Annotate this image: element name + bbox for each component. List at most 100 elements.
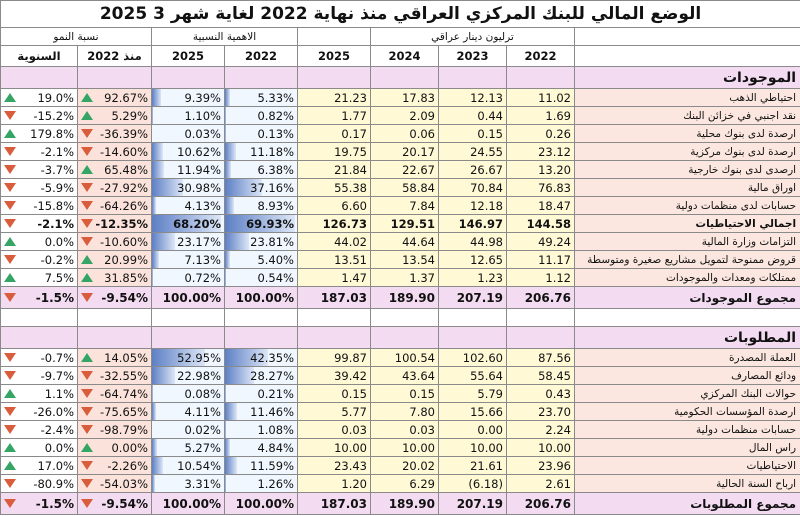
importance-bar: [225, 269, 226, 286]
importance-bar: [152, 439, 158, 456]
value-2022: 0.26: [506, 124, 575, 143]
down-arrow-icon: [81, 219, 93, 228]
table-row: -0.7% 14.05% 52.95% 42.35% 99.87 100.54 102.60…: [0, 348, 800, 367]
since-2022-growth-value: -2.26%: [107, 458, 148, 473]
since-2022-growth-value: -9.54%: [101, 290, 148, 305]
value-2023: 0.00: [438, 420, 507, 439]
value-2022: 58.45: [506, 366, 575, 385]
total-v2022: 206.76: [506, 492, 575, 515]
table-row: 17.0% -2.26% 10.54% 11.59% 23.43 20.02 21.61 23…: [0, 456, 800, 475]
importance-2025: 4.11%: [151, 402, 225, 421]
importance-2025-value: 52.95%: [177, 350, 221, 365]
importance-2025-value: 11.94%: [177, 162, 221, 177]
importance-bar: [225, 251, 231, 268]
since-2022-growth: 5.29%: [77, 106, 152, 125]
table-row: -26.0% -75.65% 4.11% 11.46% 5.77 7.80 15.66 23.…: [0, 402, 800, 421]
total-i2022: 100.00%: [224, 492, 298, 515]
total-v2023: 207.19: [438, 492, 507, 515]
row-label: ارصدى لدى بنوك خارجية: [573, 160, 800, 179]
row-label: العملة المصدرة: [573, 348, 800, 367]
total-i2025: 100.00%: [151, 492, 225, 515]
since-2022-growth-value: -14.60%: [100, 144, 148, 159]
annual-growth: -80.9%: [0, 474, 78, 493]
value-2022: 0.43: [506, 384, 575, 403]
table-row: -80.9% -54.03% 3.31% 1.26% 1.20 6.29 (6.18) 2.6…: [0, 474, 800, 493]
value-2024: 2.09: [370, 106, 439, 125]
importance-2025-value: 22.98%: [177, 368, 221, 383]
importance-2022: 11.59%: [224, 456, 298, 475]
value-2025: 44.02: [297, 232, 371, 251]
value-2023: 44.98: [438, 232, 507, 251]
value-2024: 129.51: [370, 214, 439, 233]
row-label: حسابات منظمات دولية: [573, 420, 800, 439]
since-2022-growth-value: 92.67%: [104, 90, 148, 105]
importance-bar: [225, 457, 237, 474]
importance-2022-value: 0.13%: [257, 126, 294, 141]
since-2022-growth-value: -36.39%: [100, 126, 148, 141]
annual-growth: -15.2%: [0, 106, 78, 125]
importance-2022: 1.08%: [224, 420, 298, 439]
value-2023: 21.61: [438, 456, 507, 475]
importance-2025-value: 10.54%: [177, 458, 221, 473]
since-2022-growth: -75.65%: [77, 402, 152, 421]
since-2022-growth-value: -12.35%: [95, 216, 148, 231]
down-arrow-icon: [81, 479, 93, 488]
importance-2025: 0.02%: [151, 420, 225, 439]
since-2022-growth-value: 5.29%: [111, 108, 148, 123]
annual-growth-value: -2.1%: [40, 144, 74, 159]
value-2024: 58.84: [370, 178, 439, 197]
importance-bar: [152, 89, 162, 106]
down-arrow-icon: [4, 293, 16, 302]
value-2025: 126.73: [297, 214, 371, 233]
down-arrow-icon: [81, 499, 93, 508]
up-arrow-icon: [81, 273, 93, 282]
importance-2022-value: 5.33%: [257, 90, 294, 105]
up-arrow-icon: [4, 443, 16, 452]
value-2022: 1.12: [506, 268, 575, 287]
down-arrow-icon: [81, 425, 93, 434]
importance-2022: 0.82%: [224, 106, 298, 125]
row-label: ودائع المصارف: [573, 366, 800, 385]
table-row: 1.1% -64.74% 0.08% 0.21% 0.15 0.15 5.79 0.43 حوا…: [0, 384, 800, 403]
since-2022-growth-value: 14.05%: [104, 350, 148, 365]
annual-growth-value: -2.1%: [37, 216, 74, 231]
importance-bar: [152, 233, 176, 250]
value-2024: 44.64: [370, 232, 439, 251]
up-arrow-icon: [4, 129, 16, 138]
annual-growth-value: -2.4%: [40, 422, 74, 437]
importance-2022: 42.35%: [224, 348, 298, 367]
annual-growth-value: 19.0%: [37, 90, 74, 105]
header-value-2024: 2024: [370, 45, 439, 67]
annual-growth-value: -0.7%: [40, 350, 74, 365]
annual-growth: 1.1%: [0, 384, 78, 403]
since-2022-growth-value: -75.65%: [100, 404, 148, 419]
value-2023: 5.79: [438, 384, 507, 403]
importance-group-header: الاهمية النسبية: [151, 27, 298, 46]
row-label: احتياطي الذهب: [573, 88, 800, 107]
total-v2022: 206.76: [506, 286, 575, 309]
header-since-2022: منذ 2022: [77, 45, 152, 67]
value-2025: 6.60: [297, 196, 371, 215]
up-arrow-icon: [81, 93, 93, 102]
spacer-row: [0, 308, 800, 327]
importance-bar: [225, 421, 227, 438]
total-label: مجموع المطلوبات: [573, 492, 800, 515]
total-v2025: 187.03: [297, 492, 371, 515]
page-title: الوضع المالي للبنك المركزي العراقي منذ ن…: [0, 0, 800, 28]
importance-bar: [225, 403, 237, 420]
importance-2025-value: 5.27%: [184, 440, 221, 455]
table-row: -2.1% -14.60% 10.62% 11.18% 19.75 20.17 24.55 2…: [0, 142, 800, 161]
value-2024: 43.64: [370, 366, 439, 385]
value-2022: 1.69: [506, 106, 575, 125]
table-row: -2.1% -12.35% 68.20% 69.93% 126.73 129.51 146.…: [0, 214, 800, 233]
value-2022: 2.61: [506, 474, 575, 493]
total-i2022: 100.00%: [224, 286, 298, 309]
down-arrow-icon: [81, 129, 93, 138]
annual-growth: -5.9%: [0, 178, 78, 197]
importance-2025-value: 30.98%: [177, 180, 221, 195]
importance-bar: [225, 143, 237, 160]
value-2022: 23.96: [506, 456, 575, 475]
down-arrow-icon: [4, 147, 16, 156]
since-2022-growth: -64.26%: [77, 196, 152, 215]
down-arrow-icon: [4, 219, 16, 228]
